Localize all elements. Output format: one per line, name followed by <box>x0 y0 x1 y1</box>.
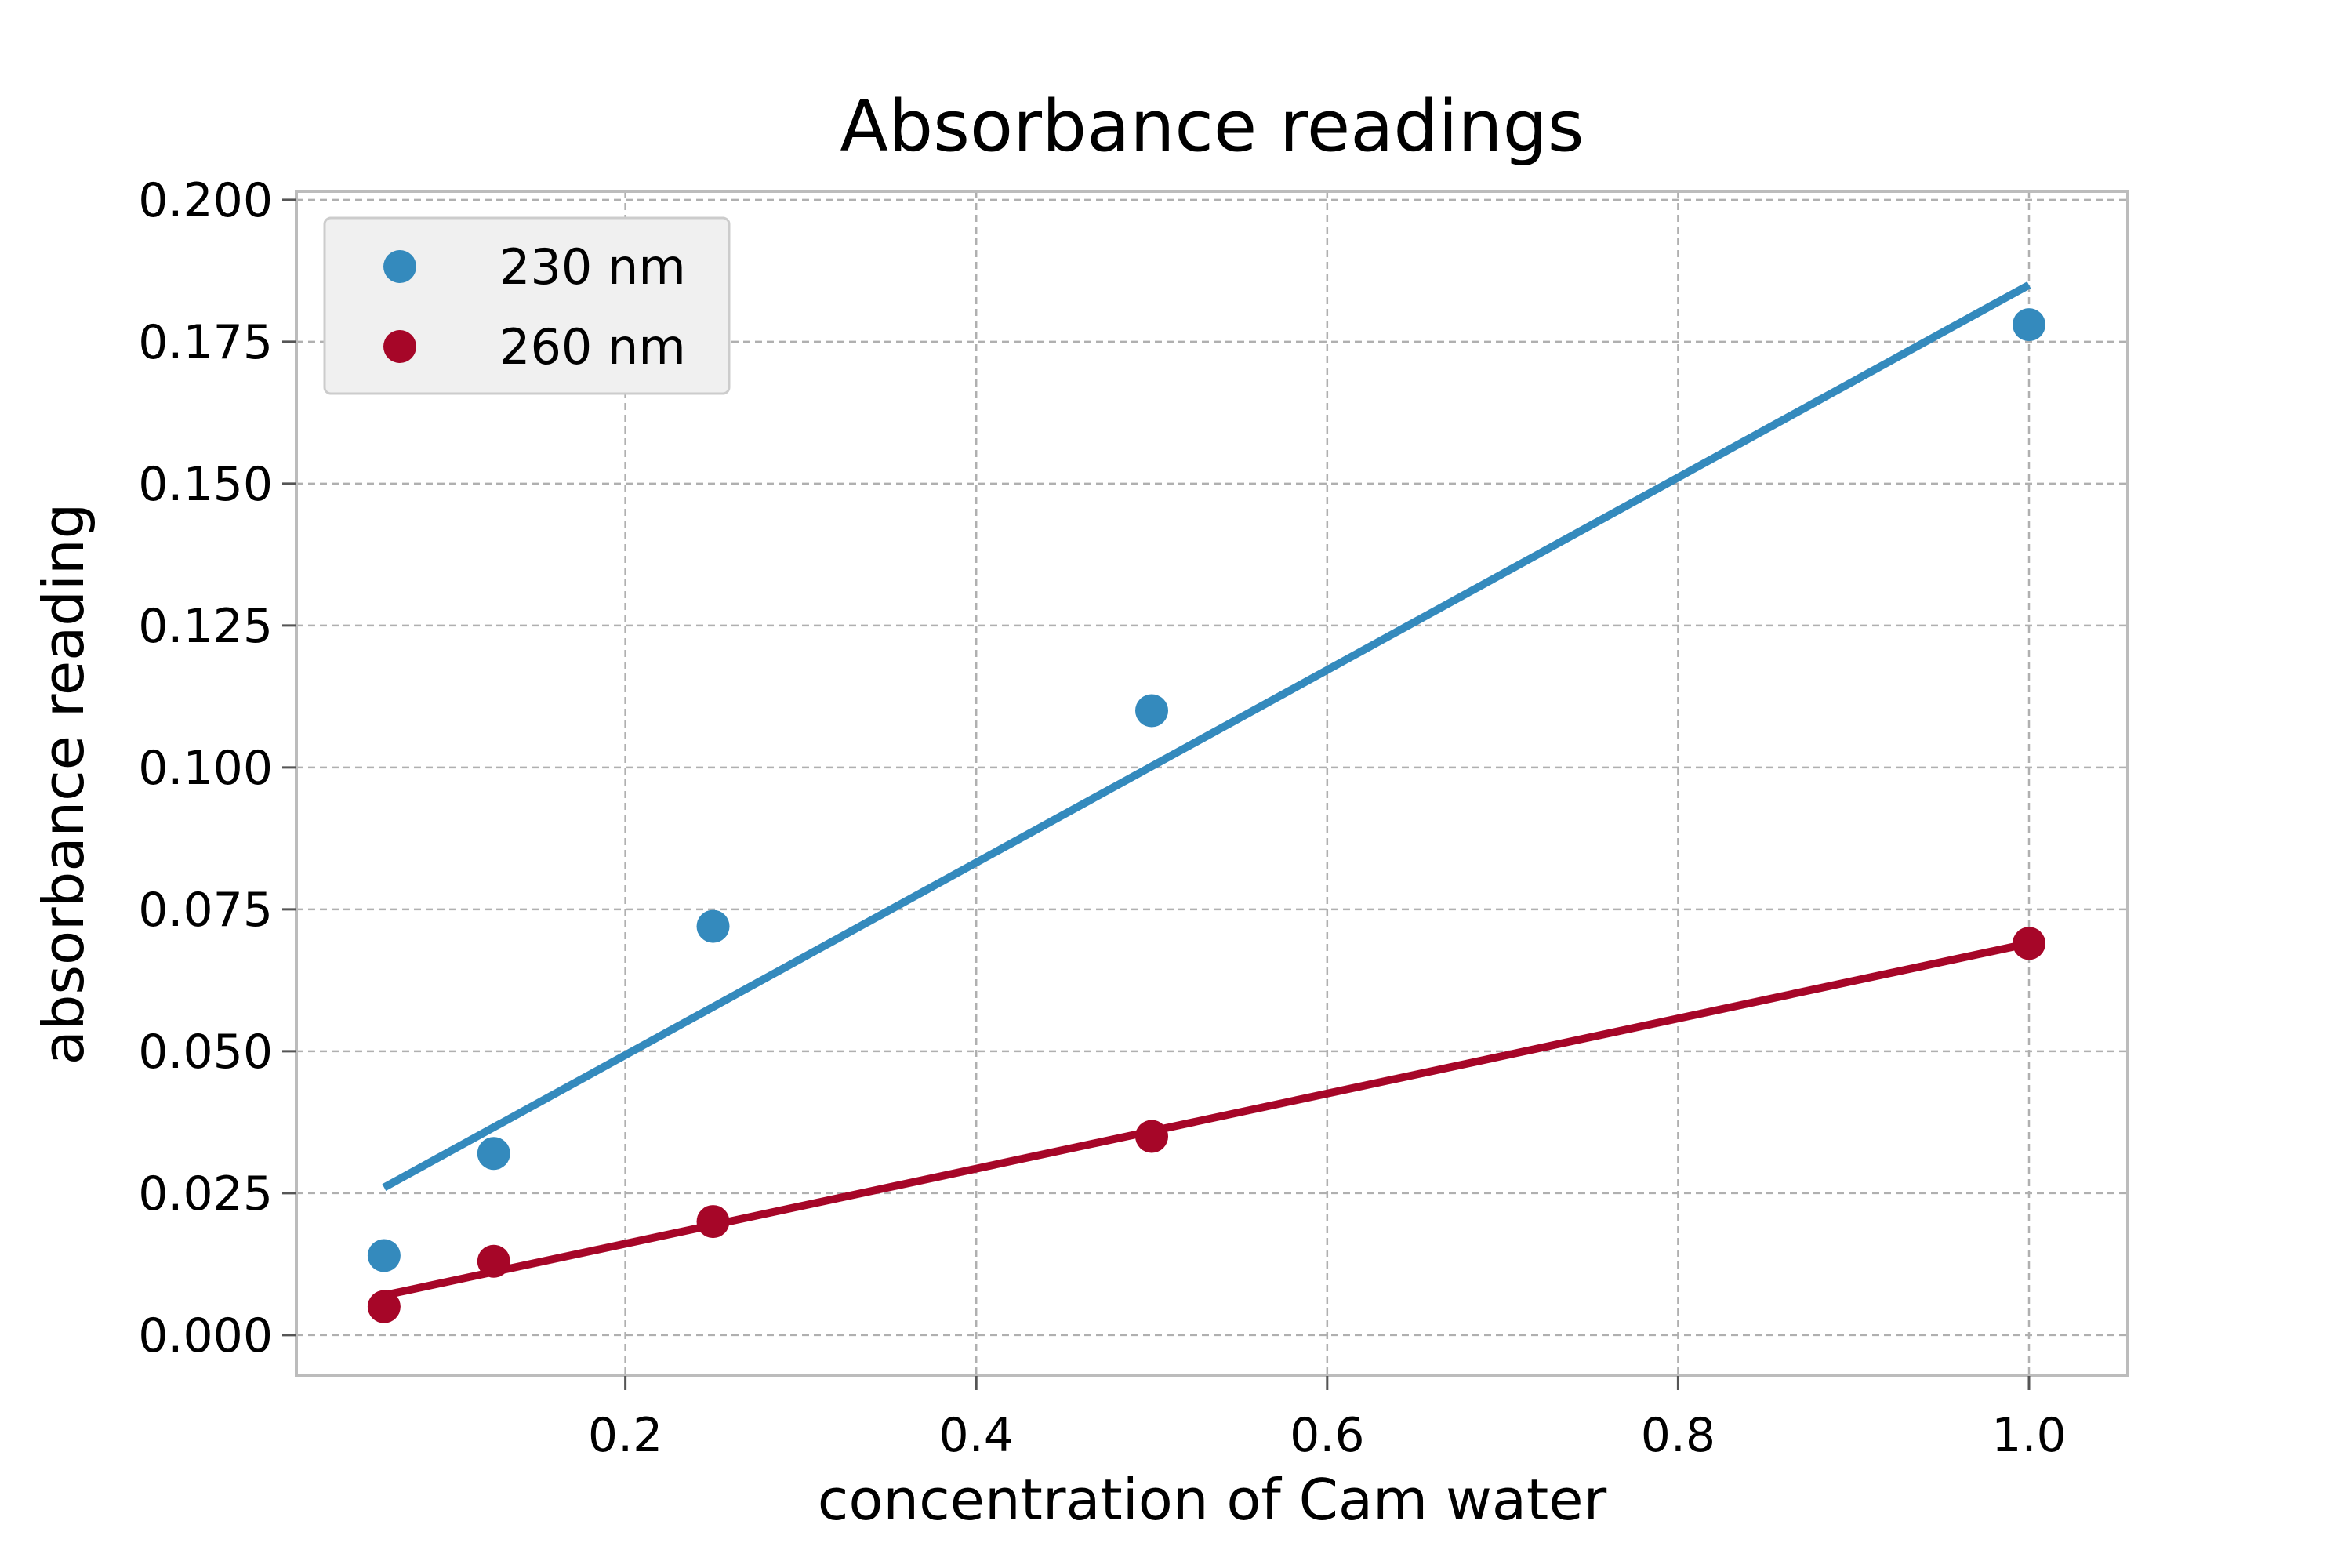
fit-line-1 <box>383 939 2031 1300</box>
chart-title: Absorbance readings <box>840 85 1584 168</box>
legend: 230 nm 260 nm <box>323 216 731 395</box>
legend-label-230nm: 230 nm <box>499 238 686 296</box>
data-point-series-0 <box>696 909 730 943</box>
x-tick-label: 0.6 <box>1290 1408 1364 1463</box>
data-points <box>367 308 2046 1323</box>
data-point-series-1 <box>367 1290 401 1323</box>
y-tick-label: 0.025 <box>138 1167 273 1221</box>
legend-label-260nm: 260 nm <box>499 318 686 376</box>
y-tick-label: 0.000 <box>138 1308 273 1363</box>
data-point-series-0 <box>2013 308 2046 342</box>
legend-marker-230nm <box>383 250 416 283</box>
data-point-series-0 <box>477 1137 510 1171</box>
y-tick-label: 0.175 <box>138 315 273 370</box>
x-tick-label: 0.8 <box>1641 1408 1715 1463</box>
y-tick-label: 0.075 <box>138 883 273 938</box>
data-point-series-1 <box>1135 1120 1169 1153</box>
legend-marker-260nm <box>383 330 416 363</box>
data-point-series-1 <box>2013 927 2046 960</box>
y-tick-label: 0.150 <box>138 457 273 512</box>
fit-lines <box>382 281 2031 1300</box>
data-point-series-0 <box>367 1239 401 1272</box>
grid <box>296 191 2128 1376</box>
data-point-series-1 <box>696 1205 730 1239</box>
fit-line-0 <box>382 281 2031 1192</box>
x-tick-label: 1.0 <box>1991 1408 2066 1463</box>
y-tick-label: 0.050 <box>138 1025 273 1080</box>
y-tick-label: 0.100 <box>138 741 273 796</box>
y-tick-label: 0.125 <box>138 599 273 654</box>
y-tick-label: 0.200 <box>138 173 273 228</box>
x-axis-label: concentration of Cam water <box>818 1467 1607 1533</box>
data-point-series-0 <box>1135 694 1169 728</box>
x-tick-label: 0.4 <box>939 1408 1014 1463</box>
y-axis-label: absorbance reading <box>31 503 96 1065</box>
legend-box <box>323 216 731 395</box>
x-tick-label: 0.2 <box>588 1408 662 1463</box>
y-axis-ticks: 0.000 0.025 0.050 0.075 0.100 0.125 0.150 0.175… <box>138 173 296 1363</box>
plot-frame <box>295 190 2129 1377</box>
x-axis-ticks: 0.2 0.4 0.6 0.8 1.0 <box>588 1376 2067 1463</box>
data-point-series-1 <box>477 1244 510 1278</box>
